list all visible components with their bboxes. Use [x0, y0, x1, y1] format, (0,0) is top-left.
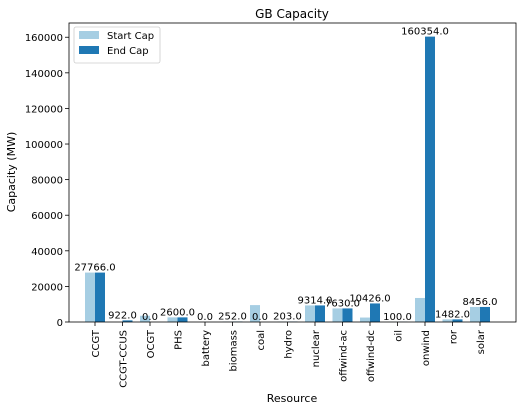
x-tick-label: CCGT: [91, 329, 102, 357]
x-tick-label: hydro: [284, 330, 295, 359]
y-tick-label: 120000: [25, 104, 63, 115]
data-label: 9314.0: [298, 295, 333, 306]
x-tick-label: onwind: [421, 330, 432, 366]
start-cap-bar: [470, 306, 480, 322]
y-tick-label: 140000: [25, 69, 63, 80]
x-tick-label: OCGT: [146, 329, 157, 358]
legend-label-end-cap: End Cap: [107, 46, 149, 57]
legend-swatch-end-cap: [79, 46, 99, 54]
y-tick-label: 0: [57, 318, 63, 329]
start-cap-bar: [167, 317, 178, 322]
start-cap-bar: [442, 319, 453, 322]
x-tick-label: ror: [449, 329, 460, 344]
y-tick-label: 80000: [31, 176, 63, 187]
data-label: 8456.0: [463, 297, 498, 308]
data-label: 0.0: [142, 312, 158, 323]
legend-swatch-start-cap: [79, 31, 99, 39]
x-tick-label: nuclear: [311, 329, 322, 367]
start-cap-bar: [85, 272, 95, 322]
legend-label-start-cap: Start Cap: [107, 31, 154, 42]
x-tick-label: solar: [476, 329, 487, 354]
start-cap-bar: [305, 305, 315, 322]
y-axis-label: Capacity (MW): [5, 132, 18, 213]
end-cap-bar: [122, 320, 133, 322]
data-label: 1482.0: [435, 309, 470, 320]
start-cap-bar: [415, 297, 425, 322]
x-tick-label: PHS: [174, 330, 185, 350]
data-label: 10426.0: [349, 293, 390, 304]
start-cap-bar: [250, 305, 260, 322]
data-label: 0.0: [252, 312, 268, 323]
end-cap-bar: [370, 303, 380, 322]
x-tick-label: offwind-ac: [339, 330, 350, 382]
data-label: 252.0: [218, 312, 247, 323]
y-tick-label: 40000: [31, 247, 63, 258]
end-cap-bar: [95, 272, 105, 322]
plot-area: 0 20000 40000 60000 80000 100000 120000 140000 1…: [25, 27, 498, 388]
data-label: 27766.0: [74, 263, 115, 274]
data-label: 7630.0: [325, 298, 360, 309]
x-tick-label: oil: [394, 330, 405, 342]
x-tick-label: battery: [201, 330, 212, 367]
y-tick-label: 160000: [25, 33, 63, 44]
plot-frame: [68, 22, 517, 323]
legend: Start Cap End Cap: [73, 26, 161, 64]
end-cap-bar: [315, 305, 325, 322]
end-cap-bar: [342, 308, 353, 322]
data-label: 922.0: [108, 310, 137, 321]
data-label: 0.0: [197, 312, 213, 323]
start-cap-bar: [360, 317, 370, 322]
data-label: 160354.0: [401, 27, 449, 38]
end-cap-bar: [177, 317, 188, 322]
x-tick-label: offwind-dc: [366, 330, 377, 382]
x-axis-label: Resource: [267, 392, 318, 405]
y-tick-label: 100000: [25, 140, 63, 151]
y-tick-label: 60000: [31, 211, 63, 222]
data-label: 2600.0: [160, 307, 195, 318]
x-tick-label: coal: [256, 330, 267, 351]
chart-title: GB Capacity: [255, 7, 329, 21]
y-tick-label: 20000: [31, 282, 63, 293]
start-cap-bar: [140, 315, 150, 322]
x-tick-label: CCGT-CCUS: [119, 330, 130, 388]
end-cap-bar: [425, 36, 435, 322]
end-cap-bar: [452, 319, 463, 322]
end-cap-bar: [480, 306, 490, 322]
x-tick-label: biomass: [229, 330, 240, 372]
start-cap-bar: [332, 308, 343, 322]
data-label: 203.0: [273, 312, 302, 323]
data-label: 100.0: [383, 312, 412, 323]
